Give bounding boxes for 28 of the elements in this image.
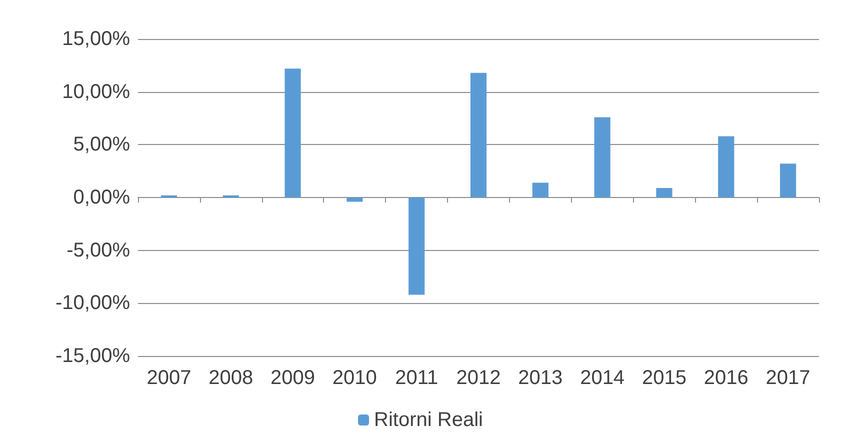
x-tick-label: 2011	[395, 367, 438, 389]
bar	[656, 188, 672, 198]
x-tick-label: 2007	[146, 367, 192, 389]
x-tick-label: 2009	[270, 367, 316, 389]
y-tick-label: 10,00%	[62, 80, 130, 103]
bar	[284, 68, 301, 198]
x-tick-label: 2013	[518, 367, 563, 389]
x-tick-label: 2010	[332, 367, 377, 389]
y-tick-label: 15,00%	[62, 28, 130, 50]
x-tick-label: 2012	[456, 367, 501, 389]
bar	[532, 182, 548, 198]
bar	[346, 198, 363, 202]
x-tick-label: 2017	[766, 367, 810, 389]
bar	[718, 136, 734, 198]
x-tick-label: 2015	[642, 367, 686, 389]
x-tick-label: 2014	[580, 367, 625, 389]
legend-label: Ritorni Reali	[374, 409, 483, 431]
y-tick-label: 0,00%	[73, 186, 130, 208]
y-tick-label: -10,00%	[56, 292, 130, 314]
bar	[470, 72, 487, 198]
y-tick-label: -5,00%	[66, 239, 130, 262]
x-tick-label: 2008	[208, 367, 254, 389]
bar	[408, 198, 425, 295]
bar	[780, 164, 796, 198]
bar	[594, 117, 610, 198]
x-tick-label: 2016	[704, 367, 748, 389]
y-tick-label: 5,00%	[73, 134, 130, 156]
y-tick-label: -15,00%	[56, 345, 130, 367]
